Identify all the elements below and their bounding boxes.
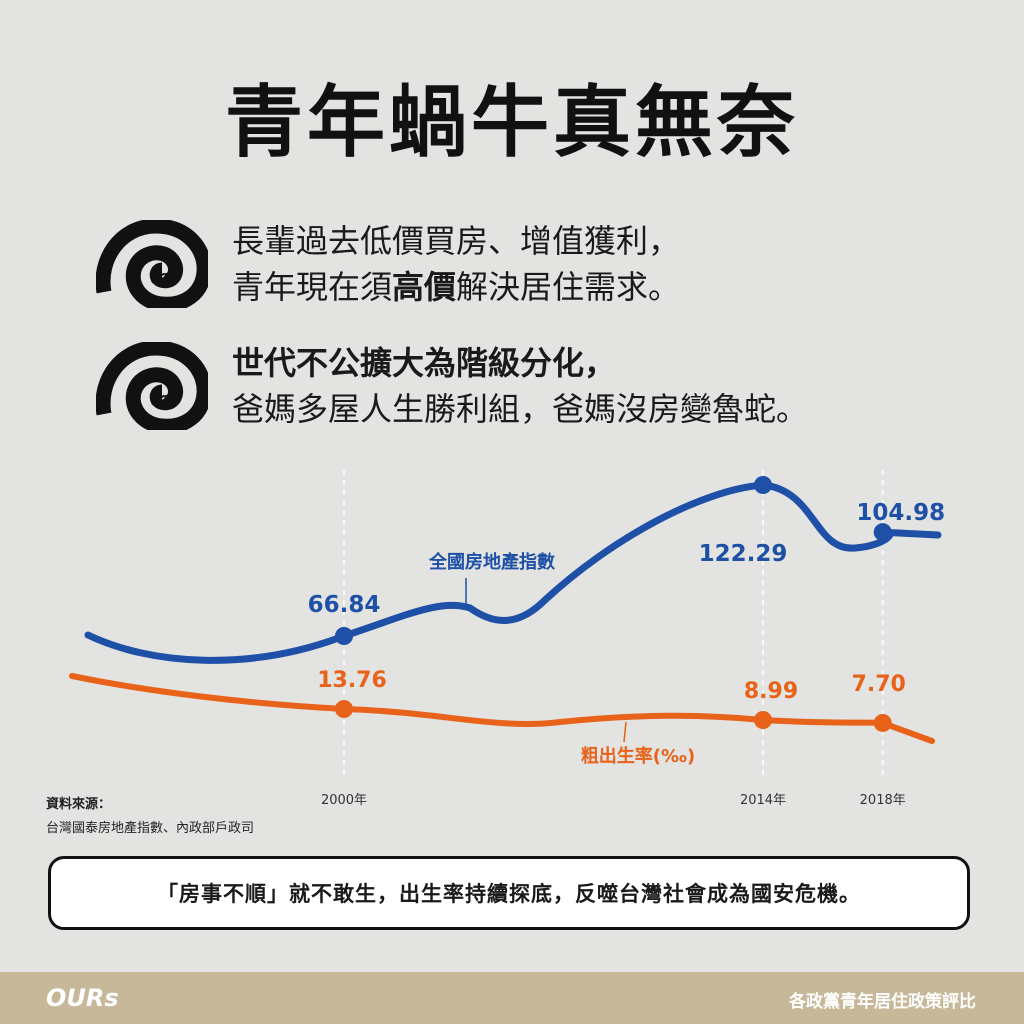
data-label-birth-rate: 7.70 — [852, 672, 906, 697]
data-label-birth-rate: 13.76 — [317, 668, 387, 693]
point-text-bold: 高價 — [392, 268, 457, 306]
data-label-birth-rate: 8.99 — [744, 679, 798, 704]
series-name-leader — [623, 721, 627, 743]
point-line: 世代不公擴大為階級分化， — [232, 340, 808, 386]
x-tick-label: 2000年 — [321, 793, 367, 808]
series-line-house-index — [84, 481, 942, 664]
source-heading: 資料來源： — [46, 797, 112, 812]
point-text-bold: 世代不公擴大為階級分化， — [232, 344, 617, 382]
data-source: 資料來源： 台灣國泰房地產指數、內政部戶政司 — [46, 793, 254, 841]
source-text: 台灣國泰房地產指數、內政部戶政司 — [46, 821, 255, 836]
footer-bar: OURs 各政黨青年居住政策評比 — [0, 972, 1024, 1024]
series-line-birth-rate — [69, 673, 935, 744]
data-label-house-index: 122.29 — [699, 541, 788, 567]
point-2: 世代不公擴大為階級分化， 爸媽多屋人生勝利組，爸媽沒房變魯蛇。 — [96, 340, 808, 432]
page-title: 青年蝸牛真無奈 — [224, 78, 799, 168]
series-name-birth-rate: 粗出生率(‰) — [581, 745, 695, 767]
data-label-house-index: 104.98 — [856, 500, 945, 526]
data-point-birth-rate — [873, 713, 892, 732]
point-line: 長輩過去低價買房、增值獲利， — [232, 218, 680, 264]
brand-logo: OURs — [46, 984, 119, 1012]
data-point-house-index — [873, 523, 892, 542]
point-1-text: 長輩過去低價買房、增值獲利， 青年現在須高價解決居住需求。 — [232, 218, 680, 310]
point-line: 爸媽多屋人生勝利組，爸媽沒房變魯蛇。 — [232, 386, 808, 432]
point-text: 青年現在須 — [232, 268, 393, 306]
point-line: 青年現在須高價解決居住需求。 — [232, 264, 680, 310]
point-text: 爸媽多屋人生勝利組，爸媽沒房變魯蛇。 — [232, 390, 809, 428]
snail-shell-icon — [96, 342, 208, 430]
snail-shell-icon — [96, 220, 208, 308]
point-1: 長輩過去低價買房、增值獲利， 青年現在須高價解決居住需求。 — [96, 218, 680, 310]
data-point-birth-rate — [754, 711, 772, 729]
x-tick-label: 2014年 — [740, 793, 786, 808]
point-text: 長輩過去低價買房、增值獲利， — [232, 222, 681, 260]
series-name-house-index: 全國房地產指數 — [428, 551, 555, 573]
data-point-house-index — [754, 476, 772, 494]
point-2-text: 世代不公擴大為階級分化， 爸媽多屋人生勝利組，爸媽沒房變魯蛇。 — [232, 340, 808, 432]
x-tick-label: 2018年 — [860, 793, 906, 808]
point-text: 解決居住需求。 — [456, 268, 681, 306]
footer-caption: 各政黨青年居住政策評比 — [789, 992, 976, 1012]
callout-text: 「房事不順」就不敢生，出生率持續探底，反噬台灣社會成為國安危機。 — [157, 882, 861, 906]
data-point-birth-rate — [335, 700, 353, 718]
data-point-house-index — [335, 627, 353, 645]
line-chart: 2000年 2014年 2018年 66.84 122.29 104.98 13.76 8.9… — [69, 470, 945, 808]
callout-box: 「房事不順」就不敢生，出生率持續探底，反噬台灣社會成為國安危機。 — [48, 856, 970, 930]
data-label-house-index: 66.84 — [308, 592, 381, 618]
